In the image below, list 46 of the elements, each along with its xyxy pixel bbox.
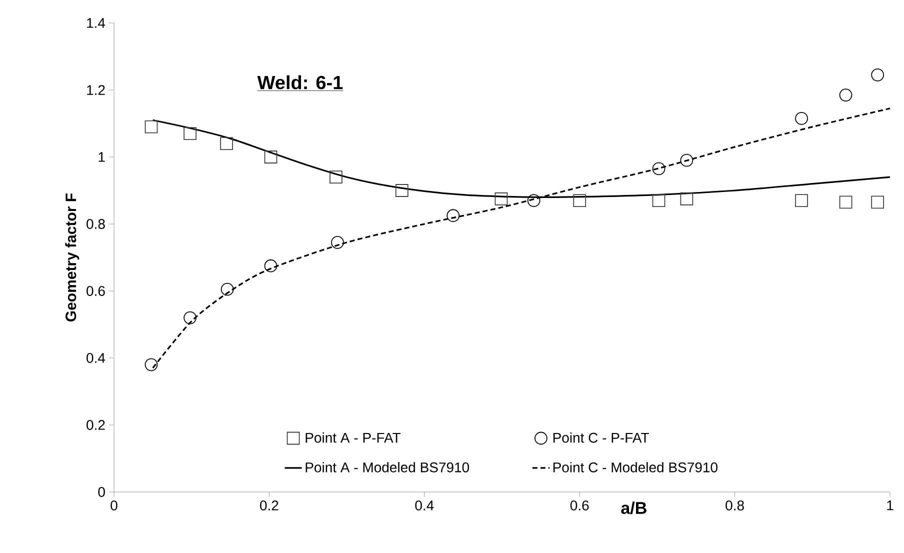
point [871, 68, 884, 82]
point [184, 311, 197, 324]
point [527, 194, 540, 207]
point [264, 259, 278, 272]
point [795, 194, 808, 207]
x-tick-label: 0.2 [260, 500, 278, 510]
point [680, 154, 694, 167]
point [446, 209, 460, 222]
x-tick-label: 1 [887, 500, 894, 510]
point [573, 194, 586, 207]
y-tick-label: 0 [98, 487, 105, 497]
y-tick-label: 0.6 [86, 286, 105, 296]
y-tick-label: 0.4 [86, 353, 106, 363]
point [331, 236, 344, 249]
point [871, 196, 884, 209]
legend-label: Point A - Modeled BS7910 [306, 462, 470, 472]
legend-label: Point C - Modeled BS7910 [553, 462, 718, 472]
point [795, 112, 808, 125]
x-axis-title: a/B [621, 502, 646, 514]
y-tick-label: 0.8 [86, 219, 105, 229]
x-tick-label: 0.4 [415, 500, 434, 510]
x-tick-label: 0 [110, 500, 118, 510]
legend-label: Point A - P-FAT [306, 432, 401, 443]
y-tick-label: 1.2 [87, 85, 105, 95]
point [264, 150, 278, 164]
point [839, 88, 852, 102]
point [144, 120, 158, 134]
y-tick-label: 0.2 [86, 420, 105, 430]
x-tick-label: 0.6 [570, 500, 589, 510]
point [220, 282, 234, 296]
point [839, 196, 852, 209]
point [220, 137, 233, 150]
point [144, 358, 158, 372]
y-axis-title: Geometry factor F [65, 193, 80, 322]
legend-label: Point C - P-FAT [553, 432, 649, 443]
point [652, 162, 666, 176]
point [395, 184, 408, 197]
point [652, 194, 666, 207]
y-tick-label: 1 [98, 152, 105, 162]
point [680, 192, 694, 206]
point [329, 170, 342, 184]
y-tick-label: 1.4 [87, 18, 106, 28]
point [184, 127, 197, 140]
point [494, 192, 508, 206]
text: Weld: 6-1 [257, 75, 343, 90]
x-tick-label: 0.8 [726, 500, 744, 510]
